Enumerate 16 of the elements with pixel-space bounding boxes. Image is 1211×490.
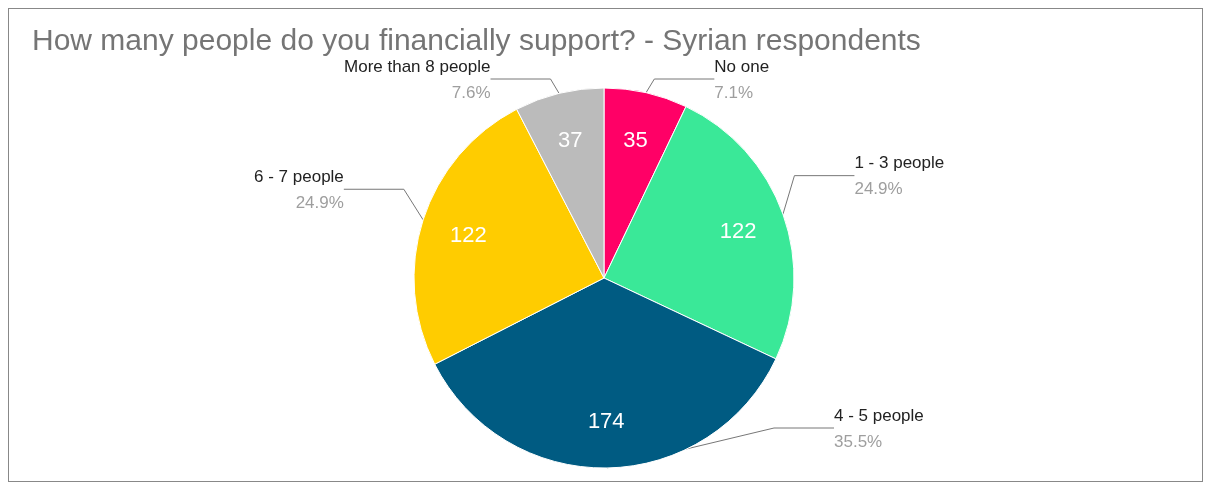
text: 35: [623, 126, 648, 152]
text: 37: [558, 127, 583, 153]
slice-label: 1 - 3 people: [854, 153, 945, 173]
text: 122: [449, 221, 487, 247]
data-label: 35.5%: [834, 431, 883, 451]
slice-label: No one: [714, 56, 770, 76]
data-label: 7.1%: [714, 82, 754, 102]
slice-label: 6 - 7 people: [254, 166, 344, 186]
data-label: 24.9%: [295, 192, 344, 212]
text: 122: [719, 217, 757, 243]
slice-label: More than 8 people: [344, 56, 491, 76]
data-label: 7.6%: [451, 82, 491, 102]
data-label: 24.9%: [854, 179, 903, 199]
slice-label: 4 - 5 people: [834, 405, 924, 425]
chart-title: How many people do you financially support? - Syrian respondents: [32, 22, 921, 56]
text: 174: [587, 407, 625, 433]
